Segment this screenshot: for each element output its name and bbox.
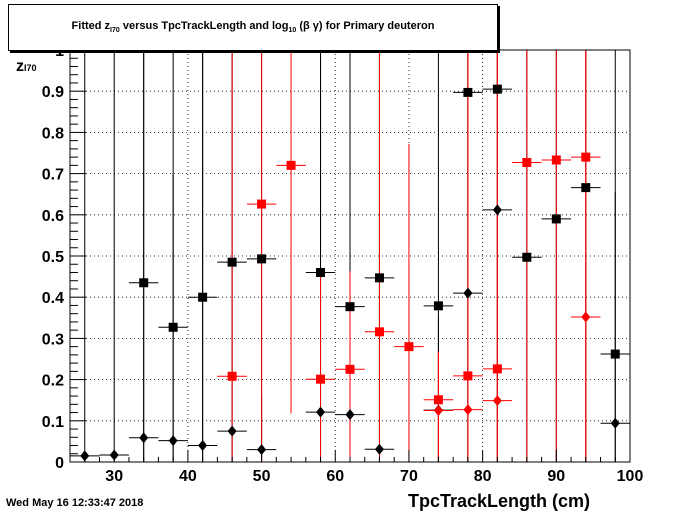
square-marker (168, 322, 178, 332)
x-tick-label: 70 (400, 468, 418, 485)
x-tick-label: 90 (547, 468, 565, 485)
square-marker (316, 374, 326, 384)
y-tick-label: 0.9 (42, 84, 64, 101)
x-tick-label: 40 (179, 468, 197, 485)
square-marker (257, 254, 267, 264)
square-marker (551, 155, 561, 165)
square-marker (404, 342, 414, 352)
square-marker (551, 214, 561, 224)
diamond-marker (492, 204, 502, 216)
diamond-marker (80, 450, 90, 462)
diamond-marker (581, 311, 591, 323)
y-tick-label: 0.3 (42, 331, 64, 348)
x-tick-label: 30 (105, 468, 123, 485)
square-marker (198, 292, 208, 302)
square-marker (492, 364, 502, 374)
diamond-marker (198, 440, 208, 452)
square-marker (522, 157, 532, 167)
square-marker (581, 183, 591, 193)
square-marker (257, 199, 267, 209)
title-subscript-i70: I70 (110, 27, 120, 34)
timestamp-label: Wed May 16 12:33:47 2018 (6, 497, 144, 509)
diamond-marker (345, 409, 355, 421)
chart-title: Fitted zI70 versus TpcTrackLength and lo… (9, 20, 497, 34)
diamond-marker (374, 443, 384, 455)
diamond-marker (257, 444, 267, 456)
y-tick-label: 0.1 (42, 414, 64, 431)
diamond-marker (610, 417, 620, 429)
diamond-marker (227, 425, 237, 437)
square-marker (139, 278, 149, 288)
square-marker (522, 252, 532, 262)
diamond-marker (463, 287, 473, 299)
y-tick-label: 0 (55, 455, 64, 472)
y-tick-label: 0.4 (42, 290, 64, 307)
square-marker (345, 364, 355, 374)
title-part-mid: versus TpcTrackLength and log (119, 20, 289, 32)
y-tick-label: 1 (55, 43, 64, 60)
axes: 30 40 50 60 70 80 90 100 0 0.1 0.2 0.3 0.4 0.5 0.6 0.7 0… (42, 43, 644, 485)
y-tick-label: 0.8 (42, 125, 64, 142)
square-marker (433, 301, 443, 311)
square-marker (463, 371, 473, 381)
square-marker (227, 371, 237, 381)
square-marker (316, 267, 326, 277)
chart-title-box: Fitted zI70 versus TpcTrackLength and lo… (8, 4, 498, 51)
square-marker (374, 273, 384, 283)
diamond-marker (139, 432, 149, 444)
square-marker (374, 327, 384, 337)
diamond-marker (433, 405, 443, 416)
title-part-post: (β γ) for Primary deuteron (296, 20, 435, 32)
square-marker (286, 160, 296, 170)
square-marker (227, 257, 237, 267)
y-tick-label: 0.6 (42, 208, 64, 225)
diamond-marker (316, 406, 326, 418)
square-marker (345, 302, 355, 312)
diamond-marker (168, 435, 178, 447)
square-marker (581, 152, 591, 162)
title-part-pre: Fitted z (71, 20, 111, 32)
square-marker (433, 395, 443, 405)
y-tick-label: 0.2 (42, 373, 64, 390)
y-axis-title: zI70 (16, 58, 37, 76)
x-tick-label: 80 (474, 468, 492, 485)
x-tick-label: 100 (617, 468, 644, 485)
x-tick-label: 60 (326, 468, 344, 485)
square-marker (463, 87, 473, 97)
x-tick-label: 50 (253, 468, 271, 485)
title-subscript-10: 10 (288, 27, 297, 34)
x-axis-title: TpcTrackLength (cm) (408, 491, 591, 511)
y-axis-title-main: z (16, 58, 24, 75)
data-markers (80, 84, 620, 462)
y-axis-title-sub: I70 (24, 63, 37, 73)
square-marker (492, 84, 502, 94)
diamond-marker (492, 395, 502, 407)
y-tick-label: 0.5 (42, 249, 64, 266)
square-marker (610, 349, 620, 359)
y-tick-label: 0.7 (42, 167, 64, 184)
diamond-marker (463, 404, 473, 416)
